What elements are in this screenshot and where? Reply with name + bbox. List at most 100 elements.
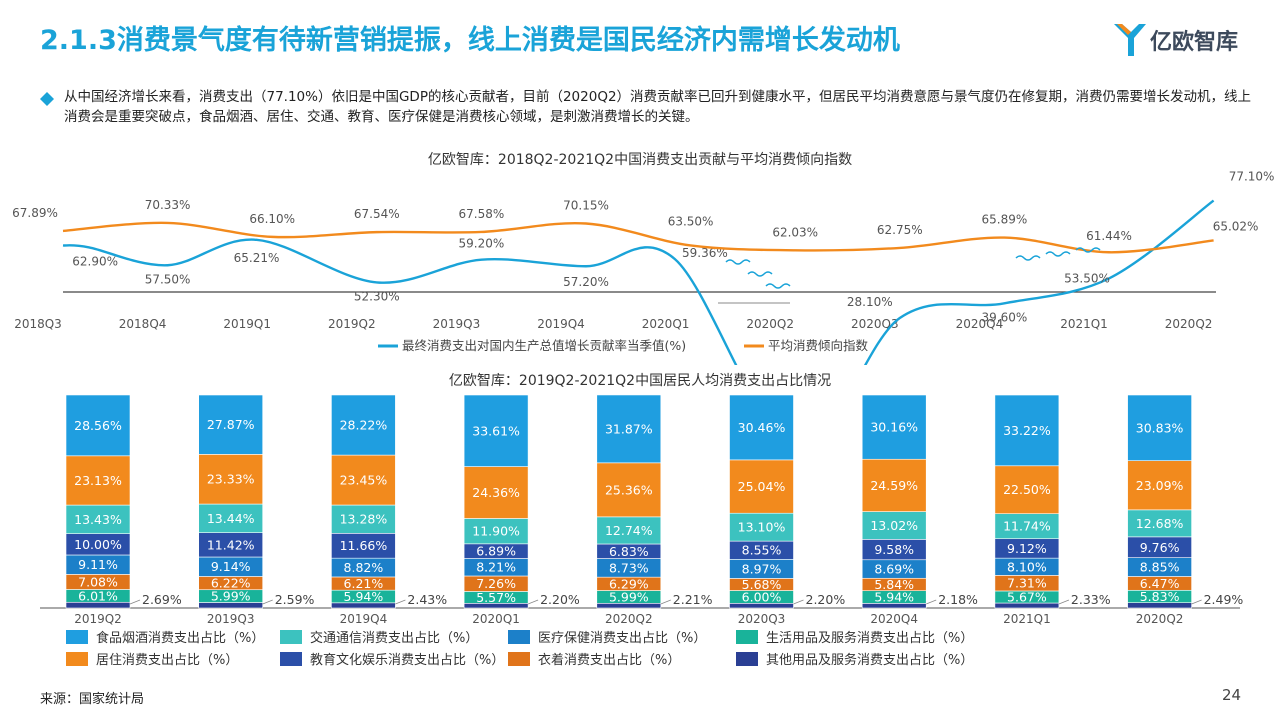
data-label-education: 6.89% xyxy=(476,544,516,559)
data-label-other: 2.18% xyxy=(938,592,978,607)
data-label-housing: 22.50% xyxy=(1003,482,1051,497)
data-label-medical: 8.82% xyxy=(344,560,384,575)
x-tick-label: 2020Q2 xyxy=(1165,317,1213,331)
data-label-food: 30.83% xyxy=(1136,420,1184,435)
data-label: 67.89% xyxy=(12,206,58,220)
data-label-housing: 23.45% xyxy=(340,473,388,488)
data-label: 65.02% xyxy=(1213,219,1259,233)
legend-swatch-clothing xyxy=(508,652,530,666)
data-label-medical: 8.69% xyxy=(874,562,914,577)
x-tick-label: 2020Q1 xyxy=(472,612,520,626)
data-label: 57.20% xyxy=(563,275,609,289)
data-label-daily: 5.94% xyxy=(344,589,384,604)
x-tick-label: 2018Q4 xyxy=(119,317,167,331)
legend-swatch-transport xyxy=(280,630,302,644)
bar-segment-housing xyxy=(596,462,662,518)
leader-line xyxy=(660,599,671,605)
x-tick-label: 2021Q1 xyxy=(1003,612,1051,626)
x-tick-label: 2019Q3 xyxy=(207,612,255,626)
legend-label-contribution: 最终消费支出对国内生产总值增长贡献率当季值(%) xyxy=(402,338,686,353)
data-label-daily: 5.57% xyxy=(476,590,516,605)
bar-segment-housing xyxy=(729,459,794,514)
data-label: 77.10% xyxy=(1229,170,1275,184)
data-label-clothing: 5.84% xyxy=(874,577,914,592)
data-label-other: 2.20% xyxy=(806,592,846,607)
data-label-transport: 13.44% xyxy=(207,511,255,526)
data-label-other: 2.69% xyxy=(142,592,182,607)
data-label-education: 6.83% xyxy=(609,544,649,559)
leader-line xyxy=(926,599,937,605)
data-label-daily: 5.99% xyxy=(211,589,251,604)
data-label: 62.90% xyxy=(72,254,118,268)
axis-break-mark xyxy=(725,259,751,265)
axis-break-mark xyxy=(1045,251,1071,257)
bar-segment-transport xyxy=(729,512,794,542)
legend-label-daily: 生活用品及服务消费支出占比（%） xyxy=(766,630,973,646)
series-line-consumption-propensity xyxy=(62,221,1214,254)
data-label: 61.44% xyxy=(1086,229,1132,243)
data-label-transport: 13.43% xyxy=(74,512,122,527)
axis-break-mark xyxy=(1075,247,1101,253)
bar-segment-transport xyxy=(463,518,529,545)
x-tick-label: 2019Q3 xyxy=(433,317,481,331)
x-tick-label: 2020Q4 xyxy=(870,612,918,626)
leader-line xyxy=(793,599,804,605)
bar-chart-title: 亿欧智库：2019Q2-2021Q2中国居民人均消费支出占比情况 xyxy=(449,373,831,389)
x-tick-label: 2021Q1 xyxy=(1060,317,1108,331)
intro-paragraph: 从中国经济增长来看，消费支出（77.10%）依旧是中国GDP的核心贡献者，目前（… xyxy=(64,89,1252,125)
data-label-daily: 5.99% xyxy=(609,589,649,604)
data-label-education: 9.12% xyxy=(1007,541,1047,556)
bar-segment-food xyxy=(65,394,131,457)
legend-swatch-housing xyxy=(66,652,88,666)
series-line-consumption-contribution xyxy=(62,199,1215,365)
data-label-food: 28.56% xyxy=(74,418,122,433)
data-label-clothing: 6.22% xyxy=(211,576,251,591)
data-label: 67.54% xyxy=(354,207,400,221)
leader-line xyxy=(395,599,406,605)
logo-text: 亿欧智库 xyxy=(1150,30,1239,55)
x-tick-label: 2019Q4 xyxy=(340,612,388,626)
legend-swatch-education xyxy=(280,652,302,666)
data-label-clothing: 6.47% xyxy=(1140,576,1180,591)
data-label-food: 30.16% xyxy=(870,420,918,435)
data-label: 66.10% xyxy=(249,212,295,226)
brand-logo: 亿欧智库 xyxy=(1112,20,1262,60)
bar-segment-transport xyxy=(994,513,1060,540)
data-label-other: 2.43% xyxy=(407,592,447,607)
data-label-clothing: 7.31% xyxy=(1007,576,1047,591)
data-label-daily: 5.94% xyxy=(874,590,914,605)
page-number: 24 xyxy=(1222,686,1242,704)
bar-segment-housing xyxy=(994,465,1060,515)
x-tick-label: 2020Q3 xyxy=(738,612,786,626)
x-tick-label: 2019Q4 xyxy=(537,317,585,331)
data-label: 70.15% xyxy=(563,199,609,213)
bar-segment-housing xyxy=(65,455,131,506)
data-label: 70.33% xyxy=(145,198,191,212)
data-label: 52.30% xyxy=(354,289,400,303)
line-chart-title: 亿欧智库：2018Q2-2021Q2中国消费支出贡献与平均消费倾向指数 xyxy=(428,152,852,168)
x-tick-label: 2019Q2 xyxy=(328,317,376,331)
bar-segment-food xyxy=(331,394,396,456)
data-label-medical: 8.85% xyxy=(1140,560,1180,575)
data-label: 62.75% xyxy=(877,223,923,237)
data-label-transport: 12.68% xyxy=(1136,516,1184,531)
data-label-food: 30.46% xyxy=(738,420,786,435)
data-label-education: 11.42% xyxy=(207,537,255,552)
data-label-food: 28.22% xyxy=(340,418,388,433)
bar-segment-transport xyxy=(198,503,263,533)
data-label-transport: 11.74% xyxy=(1003,519,1051,534)
data-label-housing: 23.33% xyxy=(207,472,255,487)
data-label: 57.50% xyxy=(145,272,191,286)
data-label-medical: 8.21% xyxy=(476,560,516,575)
data-label-transport: 11.90% xyxy=(472,524,520,539)
data-label-medical: 9.11% xyxy=(78,557,118,572)
bar-segment-housing xyxy=(463,466,529,519)
data-label: 63.50% xyxy=(668,214,714,228)
data-label-medical: 9.14% xyxy=(211,559,251,574)
data-label-clothing: 6.21% xyxy=(344,576,384,591)
leader-line xyxy=(1058,599,1070,605)
bar-segment-food xyxy=(596,394,662,464)
data-label-other: 2.49% xyxy=(1204,592,1244,607)
data-label-education: 8.55% xyxy=(742,543,782,558)
legend-swatch-food xyxy=(66,630,88,644)
